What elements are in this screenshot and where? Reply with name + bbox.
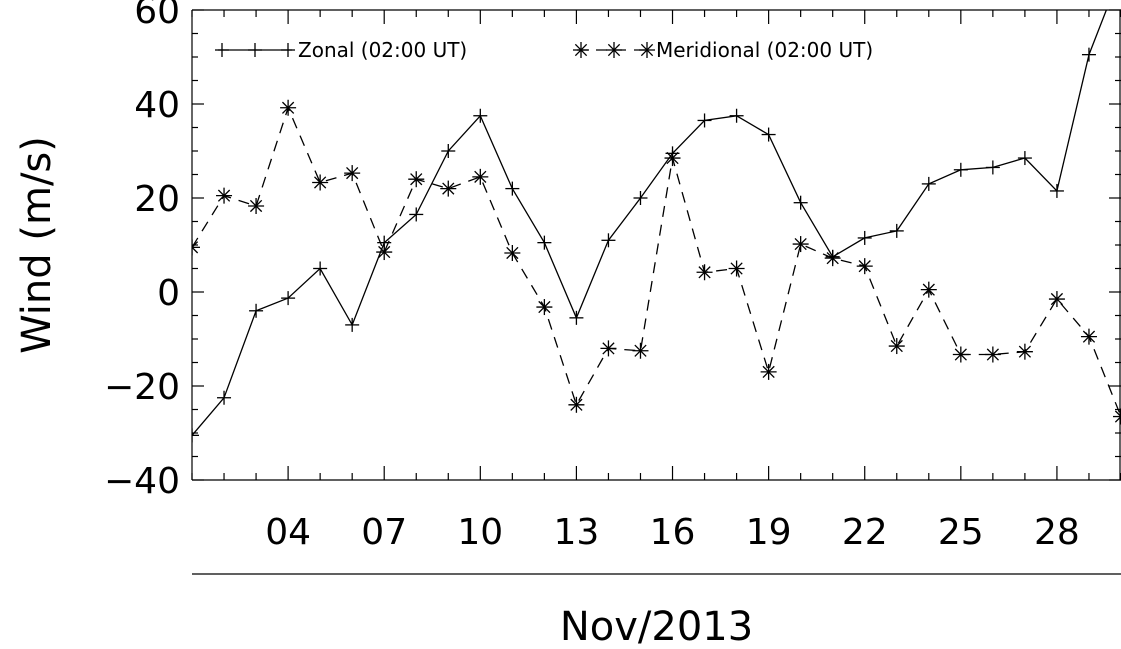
data-point — [440, 180, 457, 197]
x-tick-label: 19 — [746, 512, 792, 553]
data-point — [952, 346, 969, 363]
data-point — [249, 303, 264, 318]
data-point — [313, 261, 328, 276]
data-point — [696, 264, 713, 281]
data-point — [536, 299, 553, 316]
data-point — [408, 171, 425, 188]
data-point — [1113, 408, 1121, 425]
data-point — [345, 317, 360, 332]
legend-meridional-marker — [639, 42, 655, 58]
data-point — [664, 150, 681, 167]
data-point — [1080, 328, 1097, 345]
x-tick-label: 07 — [361, 512, 407, 553]
y-tick-label: 60 — [134, 0, 180, 32]
data-point — [792, 236, 809, 253]
data-point — [824, 250, 841, 267]
series-line — [192, 10, 1108, 436]
legend: Zonal (02:00 UT) Meridional (02:00 UT) — [215, 38, 873, 62]
legend-meridional-label: Meridional (02:00 UT) — [656, 38, 873, 62]
data-point — [729, 108, 744, 123]
data-point — [1016, 343, 1033, 360]
data-point — [344, 165, 361, 182]
data-point — [984, 346, 1001, 363]
data-point — [409, 207, 424, 222]
data-point — [1081, 47, 1096, 62]
series-line — [192, 105, 1121, 417]
y-tick-label: −20 — [104, 367, 180, 408]
data-point — [505, 181, 520, 196]
legend-zonal-marker — [215, 43, 229, 57]
data-point — [888, 338, 905, 355]
data-point — [857, 230, 872, 245]
data-point — [312, 174, 329, 191]
data-point — [793, 195, 808, 210]
x-tick-label: 28 — [1034, 512, 1080, 553]
data-point — [728, 260, 745, 277]
data-point — [632, 342, 649, 359]
data-point — [1017, 151, 1032, 166]
data-point — [856, 258, 873, 275]
x-tick-label: 16 — [650, 512, 696, 553]
series-layer — [192, 10, 1121, 443]
x-tick-label: 10 — [457, 512, 503, 553]
data-point — [441, 144, 456, 158]
data-point — [889, 223, 904, 238]
data-point — [569, 310, 584, 325]
data-point — [953, 162, 968, 177]
data-point — [192, 428, 199, 443]
data-point — [376, 244, 393, 261]
legend-zonal-label: Zonal (02:00 UT) — [298, 38, 467, 62]
data-point — [216, 187, 233, 204]
y-axis-title: Wind (m/s) — [14, 136, 60, 354]
y-tick-label: 40 — [134, 85, 180, 126]
data-point — [537, 235, 552, 250]
data-point — [985, 160, 1000, 175]
x-axis-title: Nov/2013 — [560, 604, 753, 649]
data-point — [192, 239, 200, 256]
data-point — [1049, 183, 1064, 198]
legend-zonal-marker — [248, 43, 262, 57]
data-point — [760, 363, 777, 380]
data-point — [281, 291, 296, 306]
axis-ticks: −40 −20 0 20 40 60 04 07 10 13 16 19 22 25 28 — [104, 0, 1121, 553]
x-tick-label: 22 — [842, 512, 888, 553]
data-point — [217, 390, 232, 405]
y-tick-label: 0 — [157, 273, 180, 314]
plot-frame — [191, 9, 1121, 481]
y-tick-label: −40 — [104, 461, 180, 502]
data-point — [568, 396, 585, 413]
data-point — [761, 127, 776, 142]
x-tick-label: 13 — [554, 512, 600, 553]
series-zonal — [192, 10, 1108, 443]
data-point — [248, 197, 265, 214]
legend-meridional-marker — [606, 42, 622, 58]
x-tick-label: 25 — [938, 512, 984, 553]
series-meridional — [192, 99, 1121, 425]
data-point — [472, 168, 489, 185]
y-tick-label: 20 — [134, 179, 180, 220]
data-point — [697, 113, 712, 128]
legend-zonal-marker — [281, 43, 295, 57]
data-point — [504, 244, 521, 261]
x-tick-label: 04 — [265, 512, 311, 553]
data-point — [600, 340, 617, 357]
data-point — [1048, 291, 1065, 308]
data-point — [601, 233, 616, 248]
data-point — [280, 99, 297, 116]
data-point — [633, 191, 648, 205]
data-point — [921, 176, 936, 191]
data-point — [920, 281, 937, 298]
data-point — [473, 108, 488, 123]
legend-meridional-marker — [573, 42, 589, 58]
